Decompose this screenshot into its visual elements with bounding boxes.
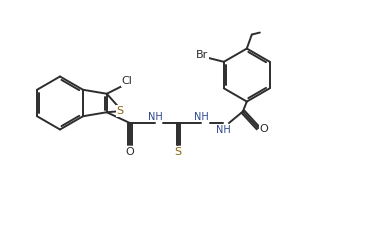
Text: O: O bbox=[260, 124, 268, 134]
Text: Cl: Cl bbox=[122, 76, 133, 86]
Text: NH: NH bbox=[216, 125, 231, 135]
Text: NH: NH bbox=[195, 112, 209, 122]
Text: O: O bbox=[126, 147, 134, 157]
Text: S: S bbox=[175, 147, 182, 157]
Text: S: S bbox=[116, 106, 124, 116]
Text: NH: NH bbox=[149, 112, 163, 122]
Text: Br: Br bbox=[196, 50, 208, 60]
